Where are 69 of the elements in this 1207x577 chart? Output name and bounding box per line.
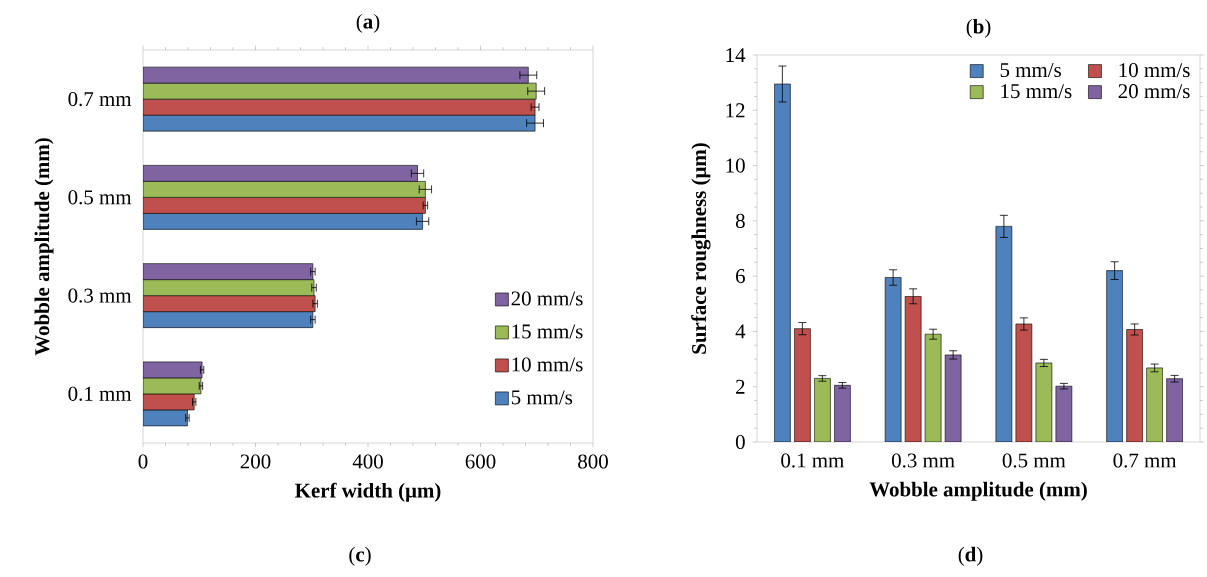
y-tick-label: 0.1 mm [68, 386, 132, 401]
bar [884, 277, 902, 442]
y-tick-label: 12 [726, 103, 745, 118]
y-tick-label: 2 [736, 379, 745, 394]
bar [143, 165, 418, 182]
bar [814, 378, 831, 442]
y-axis-title: Wobble amplitude (mm) [34, 138, 54, 356]
chart-title: (a) [356, 13, 380, 33]
bar [143, 311, 314, 328]
text: (d) [958, 546, 983, 566]
bar [143, 377, 202, 395]
y-tick-label: 8 [735, 213, 745, 228]
bar [143, 114, 536, 132]
bar [904, 296, 922, 442]
y-tick-label: 10 [726, 158, 745, 173]
bar [1106, 270, 1123, 442]
bar [924, 333, 942, 442]
bar [774, 83, 791, 442]
y-tick-label: 6 [736, 269, 745, 284]
bar [143, 263, 314, 280]
bar [794, 328, 811, 442]
x-tick-label: 0.3 mm [891, 453, 955, 468]
y-tick-label: 0.7 mm [68, 92, 132, 107]
bar [834, 385, 851, 442]
bar [143, 409, 188, 427]
x-tick-label: 600 [465, 454, 496, 469]
legend-label: 15 mm/s [1001, 84, 1072, 99]
bar [143, 98, 536, 116]
bar [143, 66, 529, 84]
bar [143, 361, 203, 379]
y-tick-label: 4 [735, 324, 746, 339]
y-tick-label: 0 [735, 434, 745, 450]
bar [995, 226, 1013, 442]
legend-label: 20 mm/s [1118, 84, 1190, 99]
x-tick-label: 0.7 mm [1113, 453, 1177, 468]
bar [143, 197, 426, 214]
y-tick-label: 0.3 mm [68, 288, 132, 303]
x-axis-title: Wobble amplitude (mm) [869, 481, 1087, 501]
x-tick-label: 0.1 mm [781, 453, 845, 468]
bar [143, 279, 315, 296]
legend-label: 10 mm/s [1119, 63, 1190, 78]
legend-label: 20 mm/s [511, 291, 583, 306]
legend-label: 5 mm/s [1000, 63, 1061, 78]
x-tick-label: 200 [240, 454, 271, 469]
text: (c) [349, 546, 371, 566]
x-tick-label: 0 [138, 454, 148, 469]
x-tick-label: 0.5 mm [1002, 453, 1066, 468]
x-axis-title: Kerf width (μm) [295, 482, 441, 502]
legend-label: 5 mm/s [511, 390, 573, 405]
bar [1166, 378, 1183, 442]
bar [1055, 385, 1073, 442]
bar [143, 295, 316, 312]
bar [1015, 323, 1033, 442]
y-axis-title: Surface roughness (μm) [691, 143, 711, 354]
bar [944, 354, 962, 442]
bar [1126, 329, 1143, 442]
y-tick-label: 14 [726, 48, 746, 62]
x-tick-label: 400 [352, 454, 383, 469]
x-tick-label: 800 [578, 454, 608, 469]
bar [143, 213, 423, 230]
bar [143, 393, 195, 411]
legend-label: 15 mm/s [512, 324, 583, 339]
legend-label: 10 mm/s [512, 357, 583, 372]
bar [143, 82, 537, 100]
y-tick-label: 0.5 mm [68, 190, 132, 205]
bar [1035, 362, 1053, 442]
bar [143, 181, 426, 198]
bar [1146, 367, 1163, 442]
chart-title: (b) [966, 18, 991, 38]
